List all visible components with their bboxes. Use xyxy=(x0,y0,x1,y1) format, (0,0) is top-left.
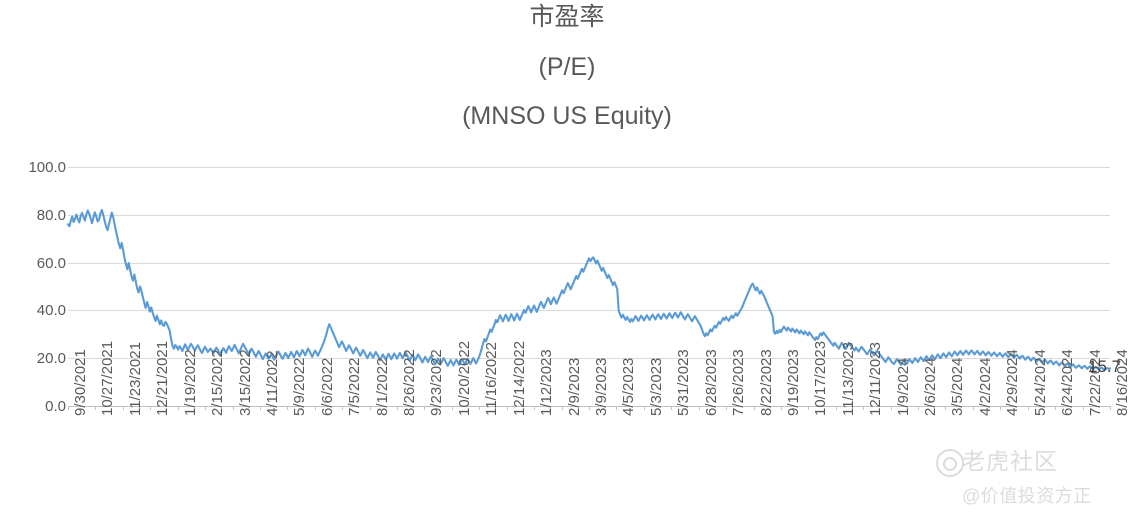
x-axis-tick-label: 12/21/2021 xyxy=(154,340,172,416)
x-axis-tick-label: 11/13/2023 xyxy=(839,342,857,416)
last-value-data-label: 15.7 xyxy=(1088,357,1122,377)
x-axis-tick-label: 1/19/2022 xyxy=(181,349,199,416)
x-axis-tick-label: 2/15/2022 xyxy=(209,349,227,416)
x-axis-tick-label: 3/15/2022 xyxy=(236,349,254,416)
x-axis-tick-label: 9/23/2022 xyxy=(428,349,446,416)
y-axis-tick-label: 0.0 xyxy=(45,398,66,415)
x-axis-tick-label: 4/11/2022 xyxy=(263,350,281,416)
x-axis-tick-label: 9/30/2021 xyxy=(72,349,89,416)
series-lines xyxy=(66,208,1112,371)
x-axis-tick-label: 3/5/2024 xyxy=(949,357,967,416)
x-axis-tick-label: 4/29/2024 xyxy=(1004,349,1022,416)
series-line-0 xyxy=(66,208,1112,371)
x-axis-tick-label: 8/26/2022 xyxy=(401,349,419,416)
x-axis-tick-label: 10/27/2021 xyxy=(99,340,117,416)
x-axis-tick-label: 5/3/2023 xyxy=(647,357,665,416)
x-axis-tick-label: 4/5/2023 xyxy=(620,357,638,416)
x-axis-tick-label: 5/9/2022 xyxy=(291,357,309,416)
x-axis-tick-label: 12/14/2022 xyxy=(510,340,528,416)
x-axis-tick-label: 8/22/2023 xyxy=(757,349,775,416)
y-axis-tick-label: 60.0 xyxy=(36,254,66,272)
y-axis-tick-label: 40.0 xyxy=(36,302,66,320)
x-axis-tick-label: 9/19/2023 xyxy=(784,349,802,416)
x-axis-tick-label: 7/5/2022 xyxy=(346,357,364,416)
x-axis-tick-label: 12/11/2023 xyxy=(867,342,885,416)
x-axis-tick-label: 6/24/2024 xyxy=(1059,349,1077,416)
x-axis-tick-label: 4/2/2024 xyxy=(976,357,994,416)
x-axis-tick-label: 5/31/2023 xyxy=(675,349,693,416)
x-axis-tick-label: 2/9/2023 xyxy=(565,357,583,416)
x-axis-tick-label: 10/17/2023 xyxy=(812,340,830,416)
x-axis-tick-label: 1/12/2023 xyxy=(538,349,556,416)
x-axis-tick-label: 8/1/2022 xyxy=(373,357,391,416)
axis-tickmarks xyxy=(68,406,1111,410)
x-axis-tick-label: 11/23/2021 xyxy=(126,342,144,416)
x-axis-tick-label: 1/9/2024 xyxy=(894,357,912,416)
x-axis-tick-label: 11/16/2022 xyxy=(483,342,501,416)
x-axis-tick-label: 3/9/2023 xyxy=(593,357,610,416)
x-axis-tick-label: 10/20/2022 xyxy=(455,340,473,416)
y-axis-tick-label: 100.0 xyxy=(28,159,66,176)
y-axis-tick-label: 20.0 xyxy=(36,350,66,368)
x-axis-tick-label: 6/6/2022 xyxy=(318,357,336,416)
x-axis-tick-label: 2/6/2024 xyxy=(922,357,940,416)
x-axis-tick-label: 5/24/2024 xyxy=(1031,349,1049,416)
x-axis-tick-label: 6/28/2023 xyxy=(702,349,720,416)
y-axis-tick-label: 80.0 xyxy=(36,206,66,224)
x-axis-tick-label: 7/26/2023 xyxy=(730,349,748,416)
